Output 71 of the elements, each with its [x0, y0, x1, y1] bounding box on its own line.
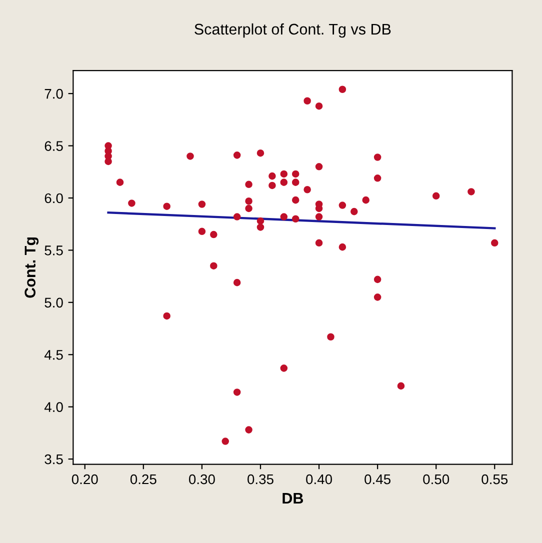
y-tick-label: 4.5	[44, 350, 63, 360]
x-tick-label: 0.35	[248, 474, 274, 484]
y-tick-label: 3.5	[44, 454, 63, 464]
point	[256, 217, 264, 225]
y-axis-title: Cont. Tg	[24, 237, 39, 298]
point	[338, 202, 346, 209]
y-tick-label: 7.0	[44, 88, 63, 99]
x-tick-label: 0.55	[482, 474, 508, 484]
point	[198, 200, 206, 208]
point	[280, 364, 288, 372]
point	[338, 243, 346, 251]
point	[397, 382, 405, 390]
point	[315, 213, 323, 220]
point	[280, 213, 288, 220]
point	[374, 174, 382, 182]
point	[327, 333, 334, 341]
point	[304, 97, 311, 105]
point	[116, 178, 124, 186]
y-tick-label: 6.5	[44, 141, 63, 151]
point	[163, 312, 170, 320]
point	[233, 213, 241, 220]
point	[362, 196, 370, 204]
point	[374, 154, 382, 161]
y-tick-label: 4.0	[44, 402, 63, 412]
point	[292, 215, 300, 223]
point	[304, 186, 311, 194]
point	[374, 276, 382, 284]
point	[315, 163, 323, 170]
x-tick-label: 0.20	[72, 474, 98, 484]
x-tick-label: 0.45	[364, 474, 390, 484]
point	[432, 192, 440, 200]
point	[280, 170, 288, 178]
point	[210, 230, 218, 238]
chart-title: Scatterplot of Cont. Tg vs DB	[194, 23, 391, 38]
x-tick-label: 0.25	[130, 474, 156, 484]
point	[350, 208, 358, 216]
y-tick-label: 6.0	[44, 193, 63, 204]
point	[245, 197, 252, 205]
point	[233, 388, 241, 396]
point	[268, 182, 276, 190]
point	[315, 102, 323, 110]
point	[292, 170, 300, 178]
point	[233, 278, 241, 286]
point	[186, 152, 194, 160]
point	[128, 200, 136, 207]
point	[292, 196, 300, 204]
point	[468, 188, 475, 196]
point	[374, 294, 382, 301]
point	[338, 86, 346, 94]
point	[210, 262, 218, 270]
point	[245, 204, 252, 212]
x-axis-title: DB	[282, 493, 304, 504]
point	[292, 178, 300, 186]
y-tick-label: 5.5	[44, 246, 63, 256]
point	[104, 158, 112, 166]
point	[280, 178, 288, 186]
point	[245, 180, 252, 188]
point	[222, 438, 230, 445]
x-tick-label: 0.50	[423, 474, 450, 484]
point	[256, 149, 264, 157]
point	[233, 152, 241, 159]
x-tick-label: 0.40	[306, 474, 332, 484]
point	[163, 202, 170, 210]
y-tick-label: 5.0	[44, 298, 63, 308]
point	[268, 172, 276, 180]
point	[256, 224, 264, 231]
x-tick-label: 0.30	[188, 474, 215, 484]
point	[315, 239, 323, 247]
point	[198, 228, 206, 236]
point	[245, 426, 252, 434]
point	[490, 239, 498, 247]
